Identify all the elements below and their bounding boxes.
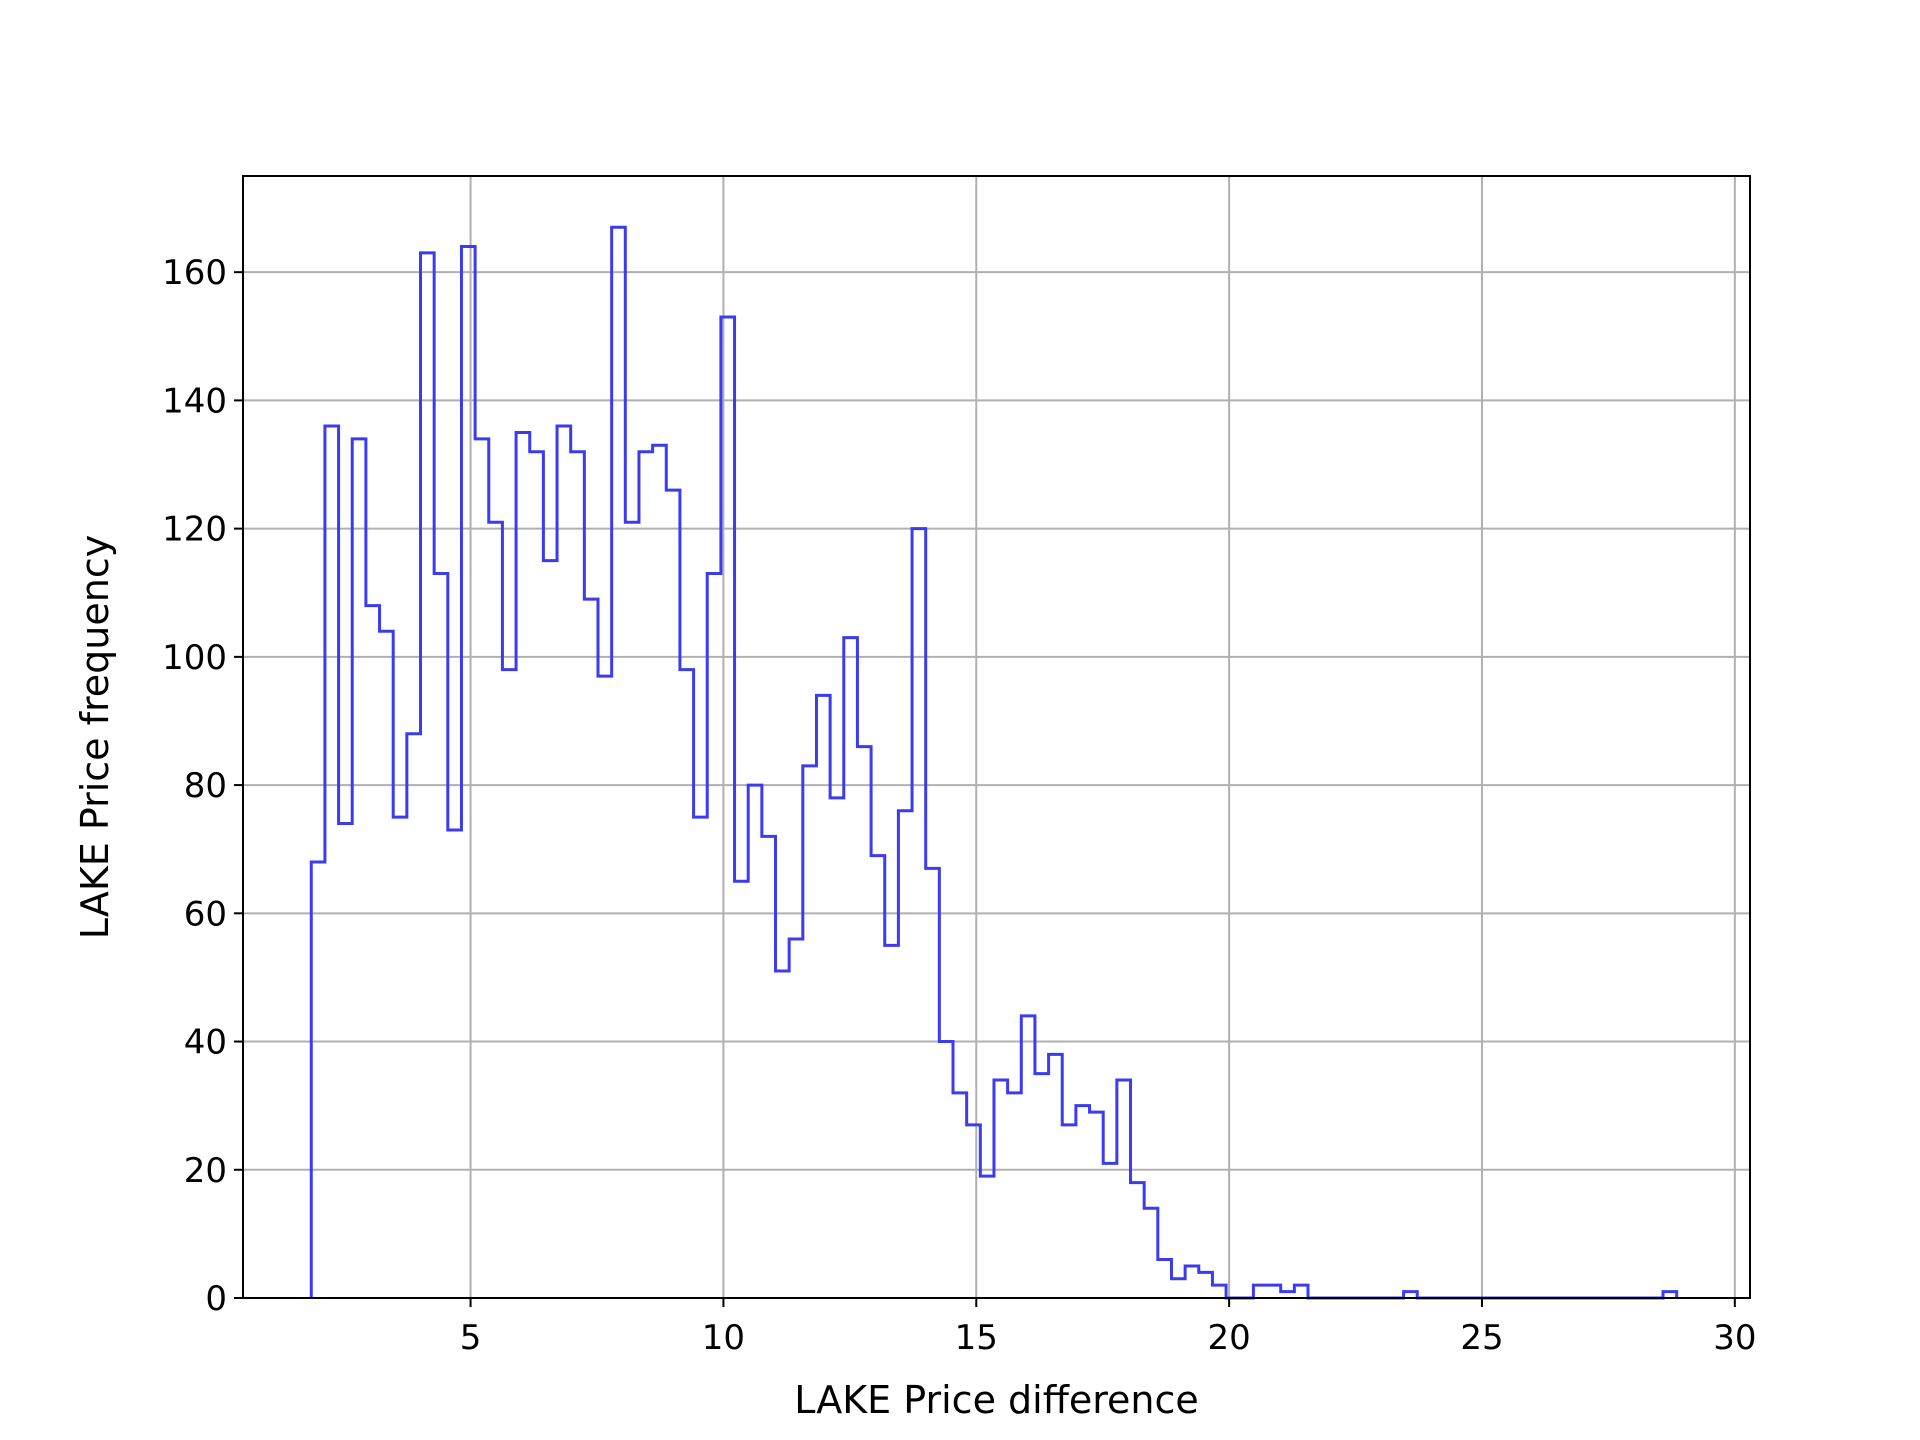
y-tick-label: 60 — [184, 894, 227, 934]
y-tick-label: 20 — [184, 1151, 227, 1191]
x-tick-label: 10 — [702, 1318, 745, 1358]
y-tick-label: 160 — [162, 253, 227, 293]
axis-ticks: 5 10 15 20 25 30 0 20 40 60 80 100 120 140 160 — [162, 253, 1756, 1358]
y-tick-label: 120 — [162, 510, 227, 550]
x-axis-label: LAKE Price difference — [794, 1378, 1199, 1422]
x-tick-label: 25 — [1460, 1318, 1503, 1358]
y-tick-label: 0 — [205, 1279, 227, 1319]
x-tick-label: 30 — [1713, 1318, 1756, 1358]
x-tick-label: 15 — [955, 1318, 998, 1358]
plot-frame — [242, 175, 1751, 1299]
y-tick-label: 140 — [162, 381, 227, 421]
x-tick-label: 5 — [460, 1318, 482, 1358]
y-tick-label: 80 — [184, 766, 227, 806]
x-tick-label: 20 — [1207, 1318, 1250, 1358]
y-axis-label: LAKE Price frequency — [73, 535, 117, 939]
y-tick-label: 100 — [162, 638, 227, 678]
y-tick-label: 40 — [184, 1023, 227, 1063]
grid-lines — [243, 176, 1750, 1299]
